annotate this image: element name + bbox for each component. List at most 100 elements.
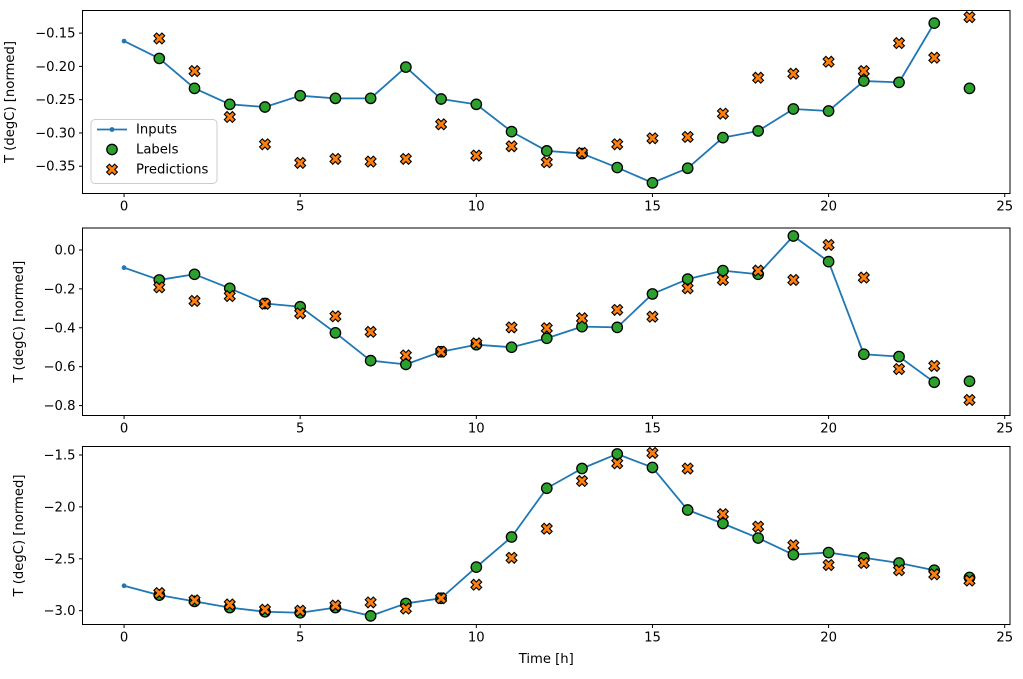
prediction-point — [751, 71, 765, 84]
label-point — [364, 92, 377, 105]
prediction-point — [258, 603, 272, 616]
label-point — [646, 177, 659, 189]
x-tick-label: 25 — [996, 631, 1013, 646]
label-point — [681, 504, 694, 516]
legend-box — [90, 119, 218, 184]
x-axis-middle: 0 5 10 15 20 25 — [120, 415, 1013, 437]
prediction-point — [258, 297, 272, 311]
prediction-point — [223, 598, 236, 611]
legend-item-predictions: Predictions — [105, 163, 209, 178]
y-tick-label: −0.15 — [35, 27, 75, 42]
legend-circle-marker-icon — [106, 143, 118, 156]
label-point — [717, 131, 729, 144]
prediction-point — [399, 349, 413, 362]
prediction-point — [364, 325, 377, 339]
label-point — [611, 321, 624, 334]
label-point — [540, 145, 553, 157]
x-tick-label: 20 — [820, 631, 837, 646]
y-tick-label: −2.0 — [43, 500, 75, 515]
prediction-point — [787, 539, 800, 552]
prediction-point — [329, 310, 342, 323]
prediction-point — [611, 138, 624, 151]
prediction-point — [153, 586, 166, 600]
x-tick-label: 10 — [468, 422, 485, 437]
x-axis-bottom: 0 5 10 15 20 25 — [120, 624, 1013, 646]
prediction-point — [963, 10, 976, 24]
label-point — [329, 326, 342, 339]
prediction-point — [575, 474, 589, 488]
prediction-point — [364, 155, 377, 168]
y-axis-label: T (degC) [normed] — [3, 41, 18, 164]
prediction-point — [329, 152, 342, 166]
y-tick-label: −1.5 — [43, 449, 75, 464]
prediction-point — [153, 281, 166, 294]
label-point — [576, 462, 588, 475]
y-axis-bottom: −1.5 −2.0 −2.5 −3.0 — [43, 449, 83, 619]
label-point — [752, 532, 764, 544]
x-tick-label: 5 — [296, 631, 304, 646]
prediction-point — [857, 556, 870, 570]
prediction-point — [822, 55, 835, 68]
subplot-top: 0 5 10 15 20 25 −0.15 −0.20 −0.25 −0.30 −0.35 T (de… — [3, 10, 1013, 215]
y-axis-label: T (degC) [normed] — [12, 261, 27, 384]
prediction-point — [716, 273, 730, 287]
label-point — [153, 52, 166, 65]
prediction-point — [470, 337, 483, 350]
label-point — [822, 105, 835, 117]
label-point — [717, 264, 729, 277]
y-tick-label: −0.30 — [35, 126, 75, 141]
prediction-point — [540, 321, 553, 335]
prediction-point — [540, 522, 553, 535]
prediction-point — [434, 118, 448, 131]
label-point — [259, 101, 271, 113]
prediction-point — [963, 574, 976, 587]
label-point — [681, 273, 694, 286]
label-point — [294, 89, 307, 102]
x-tick-label: 15 — [644, 422, 661, 437]
label-point — [223, 98, 236, 111]
prediction-point — [681, 282, 694, 295]
label-point — [752, 125, 764, 137]
prediction-point — [681, 462, 694, 475]
axes-frame — [82, 227, 1011, 416]
prediction-point — [434, 345, 448, 358]
subplot-middle: 0 5 10 15 20 25 0.0 −0.2 −0.4 −0.6 −0.8 T (degC) [n… — [12, 227, 1013, 437]
prediction-point — [787, 67, 800, 80]
prediction-point — [646, 132, 659, 145]
legend-label: Inputs — [136, 123, 177, 138]
y-tick-label: −0.6 — [43, 360, 75, 375]
inputs-line — [123, 22, 936, 184]
x-tick-label: 15 — [644, 631, 661, 646]
predictions-series-bottom — [153, 446, 976, 617]
label-point — [505, 531, 518, 543]
prediction-point — [646, 446, 659, 460]
legend-item-inputs: Inputs — [97, 123, 177, 138]
label-point — [857, 75, 870, 87]
label-point — [611, 161, 624, 174]
prediction-point — [928, 359, 941, 373]
y-tick-label: −0.25 — [35, 93, 75, 108]
label-point — [505, 125, 518, 138]
subplot-bottom: 0 5 10 15 20 25 −1.5 −2.0 −2.5 −3.0 T (degC) [norm… — [12, 446, 1013, 667]
x-tick-label: 20 — [820, 200, 837, 215]
y-axis-label: T (degC) [normed] — [12, 474, 27, 597]
x-tick-label: 0 — [120, 631, 128, 646]
legend-label: Predictions — [136, 163, 209, 178]
prediction-point — [892, 36, 906, 50]
label-point — [646, 461, 659, 474]
label-point — [540, 332, 553, 345]
prediction-point — [399, 602, 413, 615]
prediction-point — [787, 273, 800, 287]
legend-line-dot — [109, 127, 115, 132]
label-point — [188, 268, 201, 281]
prediction-point — [364, 596, 377, 609]
x-tick-label: 25 — [996, 200, 1013, 215]
prediction-point — [505, 321, 518, 334]
prediction-point — [751, 264, 765, 277]
x-tick-label: 10 — [468, 200, 485, 215]
label-point — [470, 98, 483, 111]
prediction-point — [963, 393, 976, 407]
y-tick-label: −2.5 — [43, 552, 75, 567]
prediction-point — [611, 303, 624, 317]
